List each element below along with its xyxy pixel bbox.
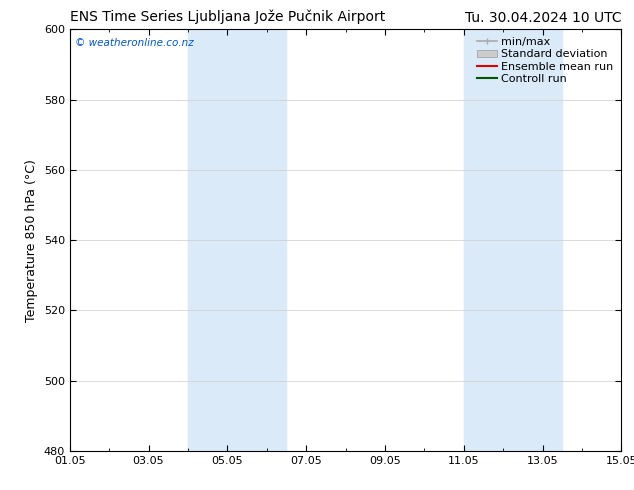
Legend: min/max, Standard deviation, Ensemble mean run, Controll run: min/max, Standard deviation, Ensemble me… — [472, 33, 618, 88]
Text: Tu. 30.04.2024 10 UTC: Tu. 30.04.2024 10 UTC — [465, 10, 621, 24]
Y-axis label: Temperature 850 hPa (°C): Temperature 850 hPa (°C) — [25, 159, 38, 321]
Text: ENS Time Series Ljubljana Jože Pučnik Airport: ENS Time Series Ljubljana Jože Pučnik Ai… — [70, 10, 385, 24]
Text: © weatheronline.co.nz: © weatheronline.co.nz — [75, 38, 194, 48]
Bar — [188, 29, 287, 451]
Bar — [463, 29, 562, 451]
